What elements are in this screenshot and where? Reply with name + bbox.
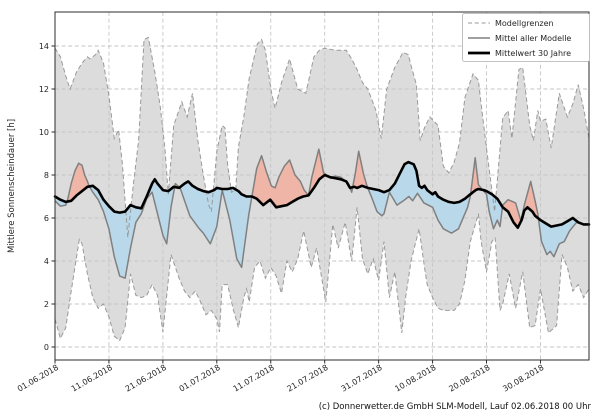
plot-frame <box>54 11 590 361</box>
climatology-line <box>53 160 591 229</box>
x-tick-label: 11.06.2018 <box>70 363 114 394</box>
region-above <box>352 153 368 188</box>
x-tick-label: 01.06.2018 <box>16 363 60 394</box>
axis-ticks <box>51 45 541 364</box>
region-below <box>367 162 471 234</box>
model-range-lower-line <box>54 207 590 342</box>
y-tick-label: 14 <box>39 42 49 51</box>
legend-label: Modellgrenzen <box>495 19 554 28</box>
x-tick-label: 01.07.2018 <box>178 363 222 394</box>
x-tick-label: 20.08.2018 <box>447 363 491 394</box>
model-mean-line <box>54 148 589 279</box>
legend-box <box>462 13 590 62</box>
x-tick-label: 10.08.2018 <box>393 363 437 394</box>
legend-label: Mittelwert 30 Jahre <box>495 49 571 58</box>
y-tick-label: 0 <box>44 343 49 352</box>
attribution-text: (c) Donnerwetter.de GmbH SLM-Modell, Lau… <box>318 402 591 412</box>
x-tick-label: 31.07.2018 <box>339 363 383 394</box>
x-tick-label: 30.08.2018 <box>501 363 545 394</box>
y-tick-label: 6 <box>44 214 49 223</box>
y-tick-label: 8 <box>44 171 49 180</box>
model-range-upper-line <box>54 36 590 238</box>
y-axis-title: Mittlere Sonnenscheindauer [h] <box>7 118 17 254</box>
legend-label: Mittel aller Modelle <box>495 34 571 43</box>
legend: Modellgrenzen Mittel aller Modelle Mittelw… <box>462 13 590 62</box>
y-tick-label: 2 <box>44 300 49 309</box>
y-tick-label: 10 <box>39 128 49 137</box>
x-tick-label: 21.06.2018 <box>124 363 168 394</box>
x-tick-label: 11.07.2018 <box>232 363 276 394</box>
y-tick-label: 4 <box>44 257 49 266</box>
model-range-band <box>55 37 589 341</box>
y-tick-label: 12 <box>39 85 49 94</box>
region-below <box>179 181 252 267</box>
region-below <box>89 179 175 279</box>
x-tick-label: 21.07.2018 <box>286 363 330 394</box>
